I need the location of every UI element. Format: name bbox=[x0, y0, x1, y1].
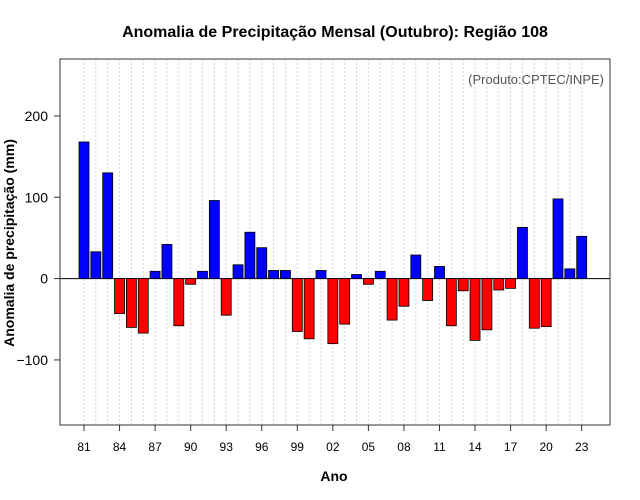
bar-1998 bbox=[280, 270, 291, 280]
x-tick-label: 23 bbox=[575, 440, 589, 454]
y-tick-label: 100 bbox=[25, 189, 49, 205]
bar-1985 bbox=[126, 278, 137, 328]
bar-2019 bbox=[528, 278, 540, 329]
bar-2006 bbox=[374, 270, 386, 279]
plot-frame bbox=[59, 58, 611, 426]
bar-1996 bbox=[256, 247, 268, 279]
bar-2007 bbox=[386, 278, 398, 321]
x-tick-label: 14 bbox=[468, 440, 482, 454]
bar-2000 bbox=[303, 278, 315, 340]
bar-2022 bbox=[564, 268, 576, 279]
bar-1988 bbox=[161, 244, 173, 280]
x-tick-label: 93 bbox=[220, 440, 234, 454]
x-tick-label: 05 bbox=[362, 440, 376, 454]
bar-2014 bbox=[469, 278, 481, 341]
x-tick-label: 87 bbox=[148, 440, 162, 454]
y-tick-label: 0 bbox=[40, 271, 48, 287]
x-tick-label: 84 bbox=[113, 440, 127, 454]
bars bbox=[78, 141, 588, 345]
x-tick-label: 81 bbox=[77, 440, 91, 454]
bar-2018 bbox=[517, 226, 528, 280]
bar-1995 bbox=[244, 231, 256, 280]
bar-1999 bbox=[291, 278, 303, 332]
bar-2011 bbox=[434, 265, 445, 279]
bar-2002 bbox=[327, 278, 339, 345]
x-axis-label: Ano bbox=[320, 468, 347, 484]
bar-1989 bbox=[173, 278, 185, 327]
vertical-gridlines bbox=[83, 59, 583, 425]
bar-2013 bbox=[457, 278, 469, 292]
credit-label: (Produto:CPTEC/INPE) bbox=[468, 72, 604, 87]
y-axis-label: Anomalia de precipitação (mm) bbox=[1, 139, 17, 347]
bar-2021 bbox=[552, 198, 564, 279]
x-tick-label: 90 bbox=[184, 440, 198, 454]
bar-1990 bbox=[185, 278, 197, 285]
bar-2004 bbox=[351, 274, 362, 279]
bar-2016 bbox=[493, 278, 505, 291]
bar-1992 bbox=[208, 200, 220, 280]
bar-2023 bbox=[576, 235, 588, 280]
x-tick-label: 20 bbox=[539, 440, 553, 454]
x-tick-label: 11 bbox=[433, 440, 446, 454]
bar-2003 bbox=[339, 278, 351, 325]
x-tick-label: 02 bbox=[326, 440, 340, 454]
bar-2015 bbox=[481, 278, 493, 331]
bar-1991 bbox=[197, 270, 208, 279]
bar-1987 bbox=[149, 270, 161, 279]
bar-1997 bbox=[268, 270, 280, 280]
bar-2010 bbox=[422, 278, 434, 301]
bar-1986 bbox=[137, 278, 149, 334]
bar-2017 bbox=[505, 278, 517, 289]
bar-2020 bbox=[540, 278, 552, 327]
x-tick-label: 17 bbox=[504, 440, 518, 454]
bar-1983 bbox=[102, 172, 114, 279]
y-tick-label: −100 bbox=[16, 352, 48, 368]
bar-1994 bbox=[232, 264, 244, 280]
x-tick-label: 99 bbox=[291, 440, 305, 454]
y-tick-label: 200 bbox=[25, 108, 49, 124]
bar-2009 bbox=[410, 254, 422, 280]
bar-1982 bbox=[90, 251, 102, 279]
x-axis: 81 84 87 90 93 96 99 02 05 08 11 14 17 20 23 bbox=[77, 425, 589, 454]
y-axis: −100 0 100 200 bbox=[16, 108, 60, 368]
bar-2008 bbox=[398, 278, 410, 307]
bar-2005 bbox=[362, 278, 374, 285]
bar-1993 bbox=[220, 278, 232, 316]
chart-title: Anomalia de Precipitação Mensal (Outubro… bbox=[122, 24, 548, 41]
bar-2012 bbox=[445, 278, 457, 327]
bar-2001 bbox=[315, 270, 327, 280]
x-tick-label: 08 bbox=[397, 440, 411, 454]
bar-1981 bbox=[78, 141, 90, 280]
x-tick-label: 96 bbox=[255, 440, 269, 454]
bar-1984 bbox=[114, 278, 125, 314]
